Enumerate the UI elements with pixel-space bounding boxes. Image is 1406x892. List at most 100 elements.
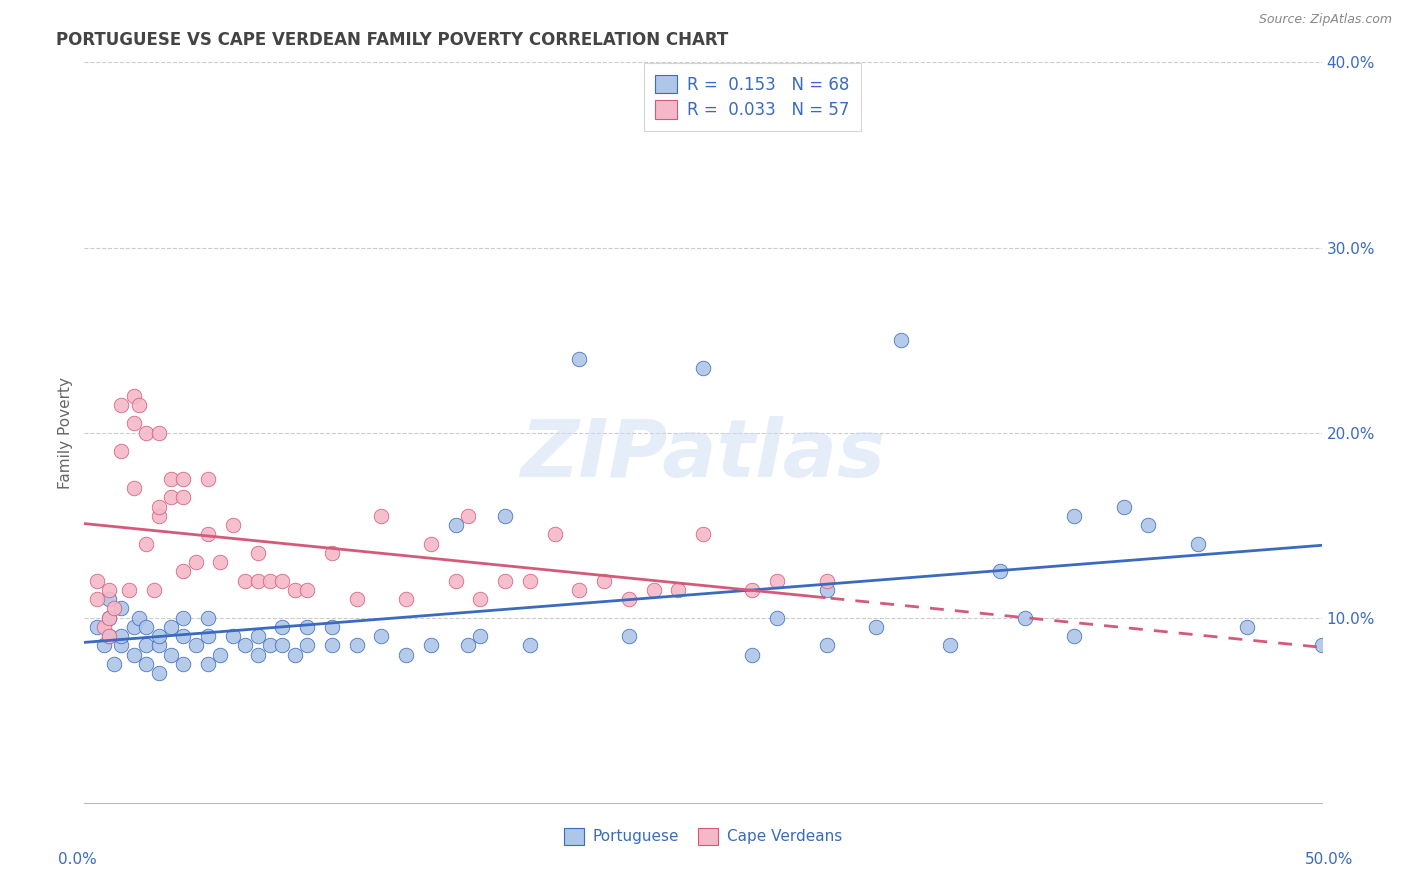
Point: [93, 639, 115, 653]
Point: [197, 472, 219, 486]
Point: [98, 610, 121, 624]
Point: [86, 620, 108, 634]
Point: [103, 657, 125, 671]
Point: [346, 639, 368, 653]
Point: [110, 639, 132, 653]
Point: [222, 518, 245, 533]
Point: [593, 574, 616, 588]
Point: [890, 333, 912, 347]
Point: [172, 491, 194, 505]
Point: [815, 574, 838, 588]
Point: [197, 657, 219, 671]
Point: [1112, 500, 1135, 514]
Point: [321, 546, 343, 560]
Point: [295, 620, 318, 634]
Point: [197, 629, 219, 643]
Point: [86, 574, 108, 588]
Point: [865, 620, 887, 634]
Point: [568, 351, 591, 366]
Point: [617, 592, 640, 607]
Point: [457, 508, 479, 523]
Point: [197, 610, 219, 624]
Point: [148, 639, 170, 653]
Point: [395, 648, 418, 662]
Point: [519, 574, 541, 588]
Point: [148, 508, 170, 523]
Point: [246, 629, 269, 643]
Point: [470, 629, 492, 643]
Point: [98, 592, 121, 607]
Point: [1137, 518, 1160, 533]
Point: [86, 592, 108, 607]
Point: [122, 388, 145, 402]
Point: [444, 518, 467, 533]
Point: [233, 574, 256, 588]
Point: [184, 555, 207, 569]
Point: [110, 398, 132, 412]
Point: [346, 592, 368, 607]
Point: [148, 666, 170, 681]
Point: [135, 425, 157, 440]
Point: [122, 481, 145, 495]
Point: [128, 398, 150, 412]
Point: [98, 629, 121, 643]
Point: [122, 648, 145, 662]
Point: [160, 620, 183, 634]
Point: [184, 639, 207, 653]
Point: [568, 582, 591, 597]
Point: [766, 610, 789, 624]
Point: [1236, 620, 1258, 634]
Legend: Portuguese, Cape Verdeans: Portuguese, Cape Verdeans: [558, 822, 848, 851]
Point: [209, 555, 232, 569]
Point: [692, 360, 714, 375]
Point: [222, 629, 245, 643]
Point: [259, 574, 281, 588]
Text: ZIPatlas: ZIPatlas: [520, 416, 886, 494]
Point: [98, 629, 121, 643]
Text: Source: ZipAtlas.com: Source: ZipAtlas.com: [1258, 13, 1392, 27]
Point: [1014, 610, 1036, 624]
Point: [815, 582, 838, 597]
Point: [135, 620, 157, 634]
Point: [197, 527, 219, 541]
Point: [988, 565, 1011, 579]
Point: [543, 527, 565, 541]
Point: [395, 592, 418, 607]
Point: [135, 657, 157, 671]
Point: [98, 610, 121, 624]
Point: [172, 629, 194, 643]
Point: [939, 639, 962, 653]
Point: [666, 582, 689, 597]
Point: [741, 648, 763, 662]
Point: [370, 629, 392, 643]
Point: [1187, 536, 1209, 550]
Point: [271, 639, 294, 653]
Point: [246, 574, 269, 588]
Point: [128, 610, 150, 624]
Point: [172, 657, 194, 671]
Point: [643, 582, 665, 597]
Point: [118, 582, 141, 597]
Point: [110, 629, 132, 643]
Point: [93, 620, 115, 634]
Point: [160, 648, 183, 662]
Point: [815, 639, 838, 653]
Point: [110, 601, 132, 615]
Point: [103, 601, 125, 615]
Point: [295, 582, 318, 597]
Point: [419, 639, 441, 653]
Point: [295, 639, 318, 653]
Point: [370, 508, 392, 523]
Point: [122, 417, 145, 431]
Point: [519, 639, 541, 653]
Point: [741, 582, 763, 597]
Point: [142, 582, 165, 597]
Point: [233, 639, 256, 653]
Text: PORTUGUESE VS CAPE VERDEAN FAMILY POVERTY CORRELATION CHART: PORTUGUESE VS CAPE VERDEAN FAMILY POVERT…: [56, 31, 728, 49]
Point: [1310, 639, 1333, 653]
Point: [692, 527, 714, 541]
Point: [135, 639, 157, 653]
Point: [172, 472, 194, 486]
Point: [259, 639, 281, 653]
Point: [160, 472, 183, 486]
